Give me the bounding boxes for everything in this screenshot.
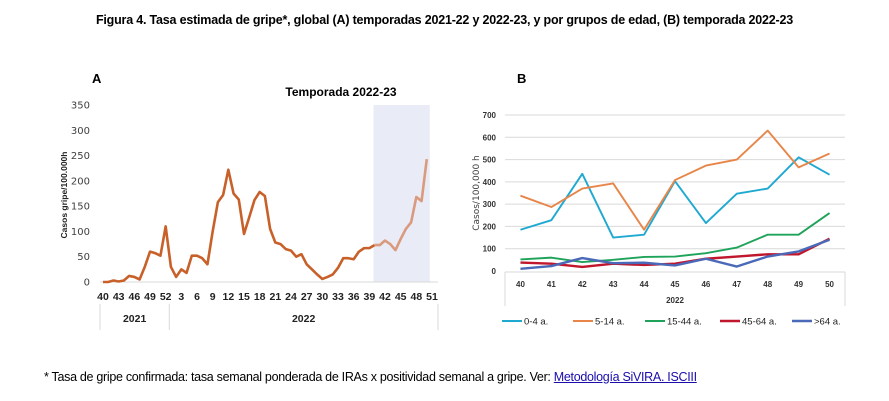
x-tick-label: 36 <box>348 291 360 303</box>
x-tick-label: 45 <box>395 291 407 303</box>
panel-b-label: B <box>517 71 526 86</box>
legend-item: >64 a. <box>792 317 841 328</box>
legend-item: 0-4 a. <box>502 317 548 328</box>
y-tick-label: 400 <box>483 178 497 187</box>
x-tick-label: 40 <box>516 280 525 289</box>
legend-item: 15-44 a. <box>645 317 702 328</box>
y-tick-label: 100 <box>483 245 497 254</box>
x-tick-label: 6 <box>194 291 200 303</box>
y-tick-label: 200 <box>71 176 90 187</box>
series-lines <box>520 129 831 270</box>
y-axis-title: Casos/100,000 h <box>472 155 482 231</box>
series-line-2021-22 <box>103 168 376 284</box>
legend-label: 0-4 a. <box>524 317 548 328</box>
figure-title: Figura 4. Tasa estimada de gripe*, globa… <box>95 13 794 27</box>
x-tick-label: 48 <box>410 291 422 303</box>
panel-a-label: A <box>92 71 102 86</box>
y-tick-label: 50 <box>77 252 90 263</box>
x-tick-label: 40 <box>97 291 109 303</box>
y-tick-label: 300 <box>483 200 497 209</box>
category-box <box>504 271 846 306</box>
x-tick-label: 24 <box>285 291 297 303</box>
y-tick-label: 0 <box>492 267 497 276</box>
y-tick-label: 350 <box>71 101 90 112</box>
x-tick-label: 33 <box>332 291 344 303</box>
series-line-5-14-a <box>520 129 830 231</box>
x-tick-label: 42 <box>379 291 391 303</box>
x-tick-label: 30 <box>316 291 328 303</box>
x-tick-label: 50 <box>825 280 834 289</box>
y-tick-label: 700 <box>483 111 497 120</box>
y-tick-label: 200 <box>483 222 497 231</box>
x-tick-label: 46 <box>701 280 710 289</box>
x-tick-label: 49 <box>794 280 803 289</box>
y-axis-ticks: 0 50 100 150 200 250 300 350 <box>71 101 90 289</box>
x-tick-label: 43 <box>113 291 125 303</box>
chart-a: A Temporada 2022-23 05010015020025030035… <box>59 71 439 330</box>
series-lines <box>103 158 429 284</box>
x-axis-ticks: 40 41 42 43 44 45 46 47 48 49 50 <box>516 280 835 289</box>
footnote-text: * Tasa de gripe confirmada: tasa semanal… <box>44 370 554 384</box>
year-label: 2022 <box>292 313 316 325</box>
y-tick-label: 300 <box>71 126 90 137</box>
x-tick-label: 39 <box>363 291 375 303</box>
legend: 0-4 a. 5-14 a. 15-44 a. 45-64 a. >64 a. <box>502 317 841 328</box>
x-tick-label: 15 <box>238 291 250 303</box>
x-tick-label: 44 <box>640 280 649 289</box>
x-tick-label: 21 <box>269 291 281 303</box>
x-tick-label: 18 <box>254 291 266 303</box>
series-line-2022-23 <box>374 158 429 252</box>
x-tick-label: 41 <box>547 280 556 289</box>
y-axis-title: Casos gripe/100.000h <box>59 152 69 239</box>
methodology-link[interactable]: Metodología SiVIRA. ISCIII <box>553 370 697 384</box>
x-tick-label: 43 <box>609 280 618 289</box>
legend-label: 45-64 a. <box>742 317 777 328</box>
season-label: Temporada 2022-23 <box>285 85 396 99</box>
x-tick-label: 46 <box>128 291 140 303</box>
x-tick-label: 48 <box>763 280 772 289</box>
legend-item: 5-14 a. <box>573 317 625 328</box>
y-tick-label: 150 <box>71 202 90 213</box>
x-tick-label: 42 <box>578 280 587 289</box>
x-tick-label: 12 <box>222 291 234 303</box>
x-axis-ticks: 40 43 46 49 52 3 6 9 12 15 18 21 24 27 30 33 36 39 42 45 48 5… <box>97 291 438 303</box>
legend-item: 45-64 a. <box>720 317 777 328</box>
x-tick-label: 3 <box>178 291 184 303</box>
y-axis-ticks: 0 100 200 300 400 500 600 700 <box>483 111 497 276</box>
x-tick-label: 49 <box>144 291 156 303</box>
x-tick-label: 47 <box>732 280 741 289</box>
x-tick-label: 52 <box>160 291 172 303</box>
chart-b: B 0 100 200 300 400 500 600 700 Casos/100,000 h… <box>472 71 846 328</box>
x-tick-label: 51 <box>426 291 438 303</box>
footnote: * Tasa de gripe confirmada: tasa semanal… <box>44 370 697 384</box>
legend-label: 15-44 a. <box>667 317 702 328</box>
legend-label: >64 a. <box>814 317 841 328</box>
year-label: 2021 <box>123 313 147 325</box>
y-tick-label: 0 <box>84 278 90 289</box>
y-tick-label: 500 <box>483 156 497 165</box>
legend-label: 5-14 a. <box>595 317 625 328</box>
series-line-64-a <box>520 238 830 270</box>
x-tick-label: 27 <box>301 291 313 303</box>
y-tick-label: 250 <box>71 151 90 162</box>
y-tick-label: 100 <box>71 227 90 238</box>
y-tick-label: 600 <box>483 133 497 142</box>
x-tick-label: 9 <box>210 291 216 303</box>
x-tick-label: 45 <box>671 280 680 289</box>
x-axis-title: 2022 <box>666 296 684 305</box>
season-shaded-band <box>373 105 430 282</box>
year-groups: 2021 2022 <box>99 304 439 330</box>
